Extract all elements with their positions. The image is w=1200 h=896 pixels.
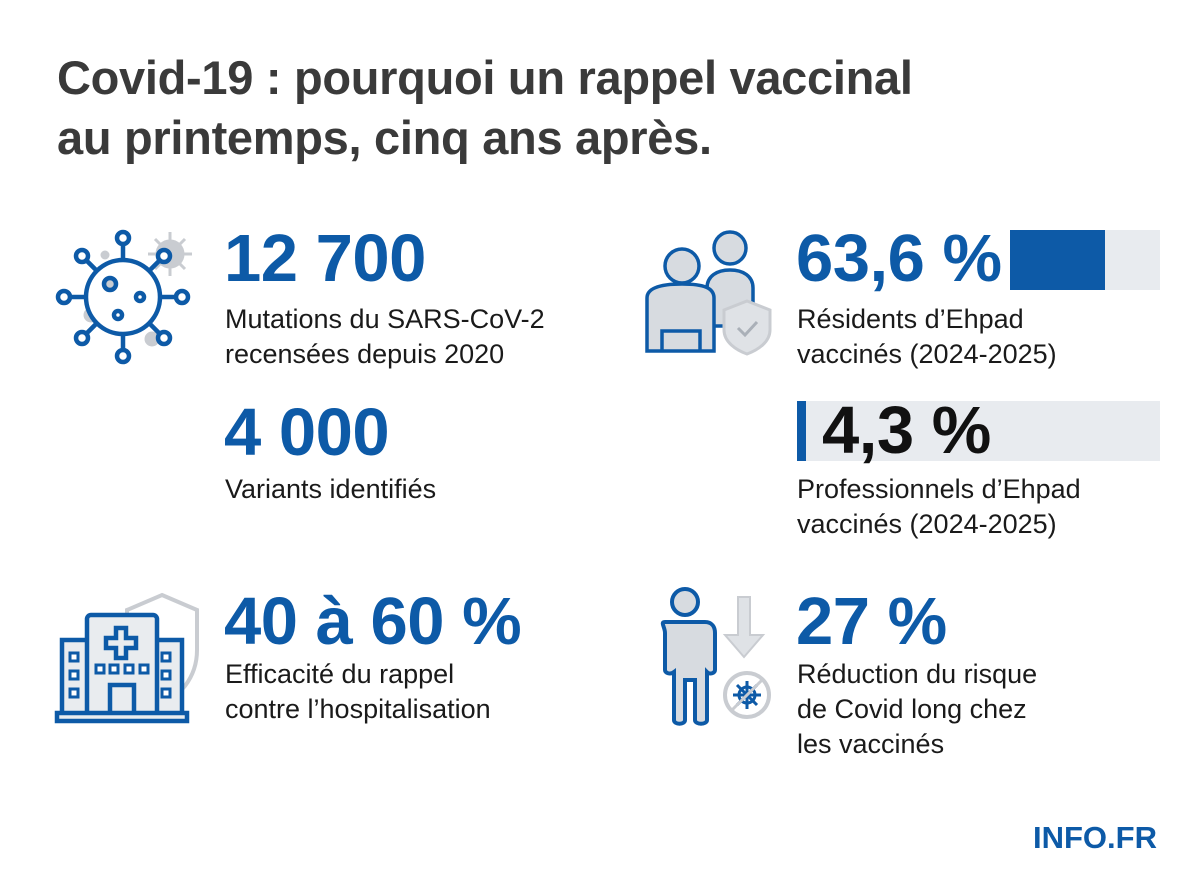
long-covid-label-line: de Covid long chez (797, 694, 1027, 724)
professionals-label-line: Professionnels d’Ehpad (797, 474, 1081, 504)
efficacy-label: Efficacité du rappel contre l’hospitalis… (225, 657, 491, 727)
residents-label-line: Résidents d’Ehpad (797, 304, 1024, 334)
long-covid-value: 27 % (796, 584, 947, 659)
mutations-value: 12 700 (224, 221, 426, 296)
residents-label: Résidents d’Ehpad vaccinés (2024-2025) (797, 302, 1057, 372)
professionals-label: Professionnels d’Ehpad vaccinés (2024-20… (797, 472, 1081, 542)
long-covid-label-line: les vaccinés (797, 729, 945, 759)
mutations-label-line: Mutations du SARS-CoV-2 (225, 304, 545, 334)
efficacy-label-line: contre l’hospitalisation (225, 694, 491, 724)
person-risk-reduction-icon (660, 587, 771, 726)
professionals-progress-bar (797, 401, 1160, 461)
elderly-caregiver-shield-icon (645, 230, 772, 356)
long-covid-label-line: Réduction du risque (797, 659, 1038, 689)
title-line-2: au printemps, cinq ans après. (57, 111, 712, 164)
professionals-value: 4,3 % (822, 393, 991, 468)
page-title: Covid-19 : pourquoi un rappel vaccinal a… (57, 48, 913, 168)
long-covid-label: Réduction du risque de Covid long chez l… (797, 657, 1037, 762)
residents-value: 63,6 % (796, 221, 1002, 296)
hospital-shield-icon (54, 592, 199, 724)
residents-label-line: vaccinés (2024-2025) (797, 339, 1057, 369)
efficacy-label-line: Efficacité du rappel (225, 659, 455, 689)
professionals-progress-fill (797, 401, 807, 461)
efficacy-value: 40 à 60 % (224, 584, 522, 659)
mutations-label-line: recensées depuis 2020 (225, 339, 505, 369)
virus-icon (55, 229, 192, 365)
professionals-label-line: vaccinés (2024-2025) (797, 509, 1057, 539)
brand-logo[interactable]: INFO.FR (1033, 820, 1157, 855)
title-line-1: Covid-19 : pourquoi un rappel vaccinal (57, 51, 913, 104)
residents-progress-fill (1010, 230, 1106, 290)
mutations-label: Mutations du SARS-CoV-2 recensées depuis… (225, 302, 545, 372)
residents-progress-bar (1010, 230, 1160, 290)
variants-value: 4 000 (224, 395, 390, 470)
variants-label: Variants identifiés (225, 474, 437, 504)
